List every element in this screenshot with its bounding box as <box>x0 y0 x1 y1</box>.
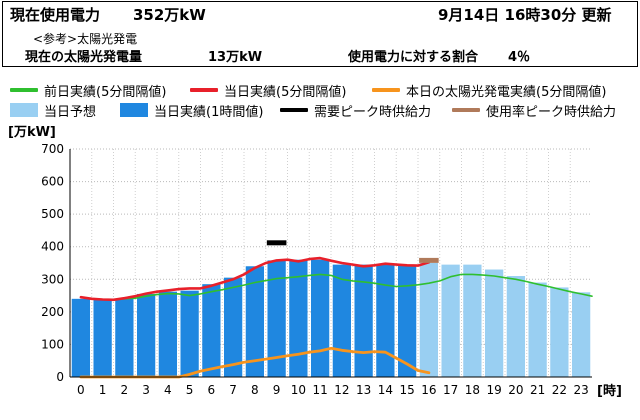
legend-today-5min-label: 当日実績(5分間隔値) <box>224 84 347 100</box>
today-hourly-bar <box>267 260 286 377</box>
x-tick-label: 11 <box>312 383 327 397</box>
forecast-bar <box>484 269 504 377</box>
y-tick-label: 700 <box>41 142 64 156</box>
x-tick-label: 4 <box>164 383 172 397</box>
x-tick-label: 10 <box>291 383 306 397</box>
legend-solar: 本日の太陽光発電実績(5分間隔値) <box>372 82 607 100</box>
x-tick-label: 7 <box>229 383 237 397</box>
today-hourly-bar <box>245 266 265 377</box>
forecast-bar <box>419 263 439 377</box>
today-hourly-bar <box>397 264 417 377</box>
legend-today-5min-swatch <box>190 88 218 92</box>
legend-peak-usage-swatch <box>452 108 480 112</box>
y-tick-label: 500 <box>41 207 64 221</box>
y-tick-label: 400 <box>41 240 64 254</box>
chart-legend: 前日実績(5分間隔値) 当日実績(5分間隔値) 本日の太陽光発電実績(5分間隔値… <box>0 80 640 120</box>
y-tick-label: 300 <box>41 272 64 286</box>
x-tick-label: 12 <box>334 383 349 397</box>
today-hourly-bar <box>376 264 395 377</box>
x-tick-label: 14 <box>378 383 393 397</box>
y-tick-label: 200 <box>41 305 64 319</box>
today-hourly-bar <box>158 291 178 377</box>
current-usage-label: 現在使用電力 <box>10 6 101 24</box>
x-tick-label: 17 <box>443 383 458 397</box>
legend-today-hourly: 当日実績(1時間値) <box>120 102 264 120</box>
x-tick-label: 2 <box>121 383 129 397</box>
legend-solar-swatch <box>372 88 400 92</box>
x-axis-label: [時] <box>597 383 622 399</box>
y-tick-label: 0 <box>56 370 64 384</box>
legend-peak-demand-swatch <box>280 108 308 112</box>
peak-demand-marker <box>266 240 287 246</box>
today-hourly-bar <box>180 290 199 377</box>
legend-prev-day-label: 前日実績(5分間隔値) <box>44 84 167 100</box>
legend-prev-day-swatch <box>10 88 38 92</box>
x-tick-label: 15 <box>399 383 414 397</box>
x-tick-label: 20 <box>508 383 523 397</box>
hourly-bars <box>71 259 591 377</box>
today-hourly-bar <box>289 259 308 377</box>
solar-ratio-label: 使用電力に対する割合 <box>348 50 479 65</box>
today-hourly-bar <box>332 264 352 377</box>
x-tick-label: 3 <box>142 383 150 397</box>
legend-today-hourly-label: 当日実績(1時間値) <box>154 104 264 120</box>
peak-markers <box>266 240 439 263</box>
today-hourly-bar <box>202 284 221 377</box>
x-tick-label: 18 <box>465 383 480 397</box>
x-tick-label: 1 <box>99 383 107 397</box>
x-tick-label: 9 <box>273 383 281 397</box>
y-tick-label: 100 <box>41 337 64 351</box>
grid-lines <box>70 148 592 377</box>
legend-forecast: 当日予想 <box>10 102 97 120</box>
x-tick-label: 23 <box>573 383 588 397</box>
current-usage-value: 352万kW <box>133 6 206 24</box>
forecast-bar <box>441 264 460 377</box>
today-hourly-bar <box>71 298 91 377</box>
forecast-bar <box>550 287 569 377</box>
x-tick-label: 13 <box>356 383 371 397</box>
x-tick-label: 0 <box>77 383 85 397</box>
solar-reference-label: <参考>太陽光発電 <box>33 32 138 46</box>
x-tick-label: 8 <box>251 383 259 397</box>
legend-peak-demand: 需要ピーク時供給力 <box>280 102 432 120</box>
forecast-bar <box>571 292 591 377</box>
status-header: 現在使用電力 352万kW 9月14日 16時30分 更新 <参考>太陽光発電 … <box>2 1 638 67</box>
solar-output-value: 13万kW <box>208 50 263 65</box>
legend-forecast-label: 当日予想 <box>44 104 97 120</box>
legend-today-5min: 当日実績(5分間隔値) <box>190 82 347 100</box>
today-hourly-bar <box>223 277 243 377</box>
legend-peak-usage: 使用率ピーク時供給力 <box>452 102 617 120</box>
x-tick-label: 5 <box>186 383 194 397</box>
solar-output-label: 現在の太陽光発電量 <box>25 50 143 65</box>
x-tick-label: 19 <box>486 383 501 397</box>
forecast-bar <box>463 264 482 377</box>
today-5min-line <box>79 256 431 302</box>
today-hourly-bar <box>93 299 112 377</box>
y-tick-label: 600 <box>41 175 64 189</box>
forecast-bar <box>528 282 547 377</box>
legend-solar-label: 本日の太陽光発電実績(5分間隔値) <box>406 84 607 100</box>
y-axis-label: [万kW] <box>8 125 56 140</box>
x-tick-label: 6 <box>208 383 216 397</box>
legend-prev-day: 前日実績(5分間隔値) <box>10 82 167 100</box>
solar-ratio-value: 4％ <box>508 50 531 65</box>
legend-peak-usage-label: 使用率ピーク時供給力 <box>486 104 617 120</box>
forecast-bar <box>506 276 526 377</box>
peak-usage-marker <box>419 257 439 263</box>
legend-peak-demand-label: 需要ピーク時供給力 <box>314 104 432 120</box>
x-tick-label: 22 <box>552 383 567 397</box>
updated-time: 9月14日 16時30分 更新 <box>438 6 612 24</box>
today-hourly-bar <box>354 264 373 377</box>
today-hourly-bar <box>310 259 330 377</box>
legend-today-hourly-swatch <box>120 103 148 117</box>
today-hourly-bar <box>115 298 134 377</box>
legend-forecast-swatch <box>10 103 38 117</box>
x-tick-label: 16 <box>421 383 436 397</box>
x-tick-label: 21 <box>530 383 545 397</box>
prev-day-line <box>80 273 593 301</box>
today-hourly-bar <box>136 293 156 377</box>
